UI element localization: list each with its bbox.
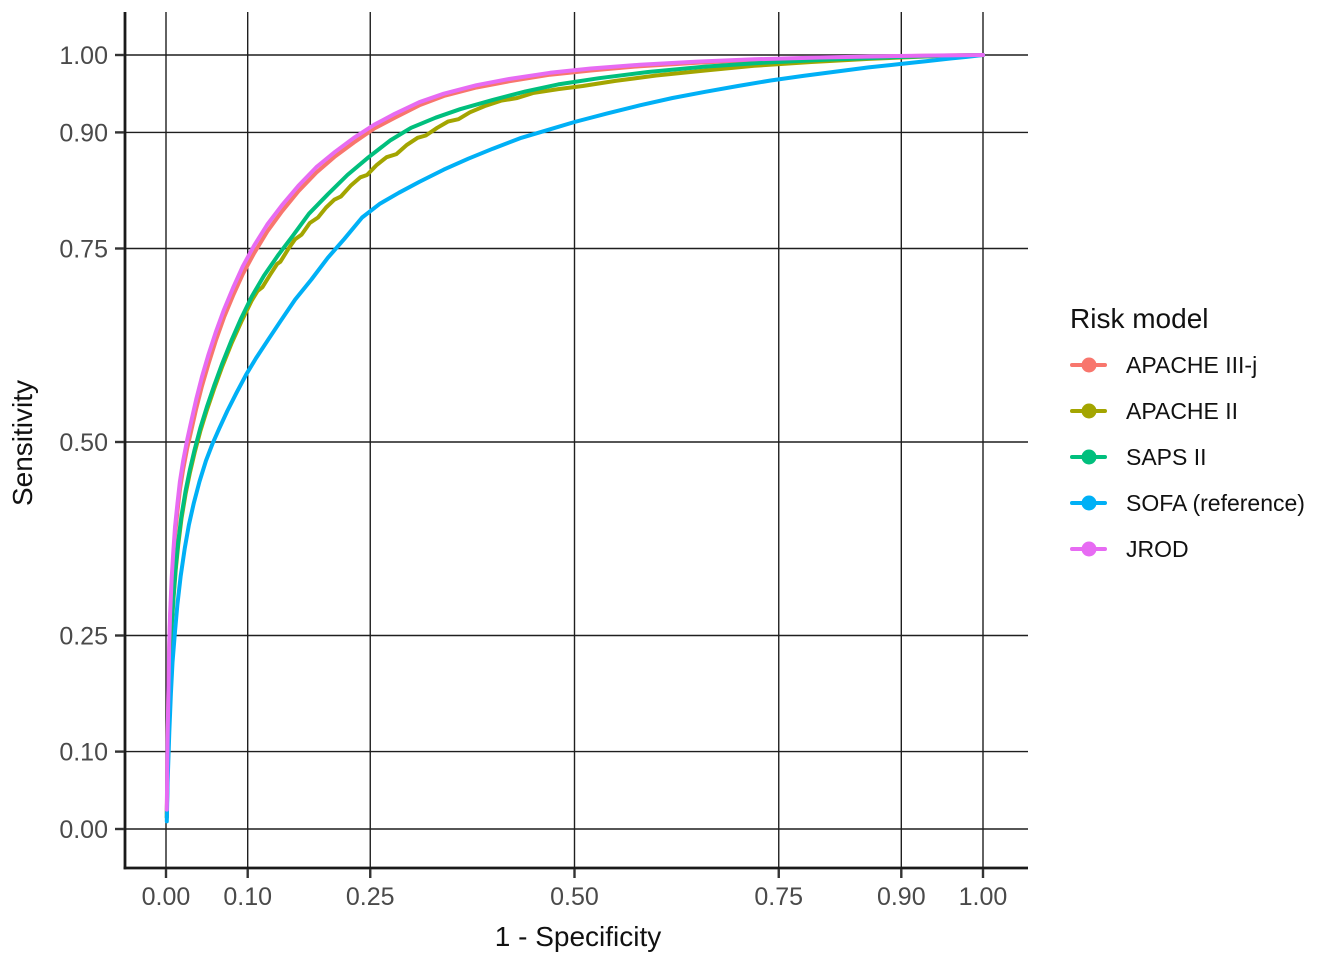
legend-key-line — [1070, 403, 1107, 419]
legend-key-dot — [1081, 495, 1096, 511]
legend: Risk model APACHE III-j APACHE II SAPS II S… — [1070, 303, 1340, 562]
legend-item-saps-ii: SAPS II — [1070, 443, 1340, 470]
y-axis-title: Sensitivity — [7, 380, 38, 506]
y-tick-label: 0.10 — [59, 739, 108, 767]
legend-key-dot — [1081, 541, 1096, 557]
legend-key-line — [1070, 357, 1107, 373]
x-axis-title: 1 - Specificity — [495, 921, 662, 952]
legend-item-label: JROD — [1126, 535, 1189, 562]
legend-key-line — [1070, 449, 1107, 465]
legend-item-apache-ii: APACHE II — [1070, 397, 1340, 424]
roc-curve-saps-ii — [164, 53, 985, 820]
grid-layer — [125, 12, 1028, 868]
legend-items: APACHE III-j APACHE II SAPS II SOFA (refere… — [1070, 351, 1340, 562]
legend-key-dot — [1081, 403, 1096, 419]
legend-key-line — [1070, 541, 1107, 557]
roc-curves — [164, 53, 985, 824]
y-tick-label: 0.50 — [59, 429, 108, 457]
y-tick-label: 0.90 — [59, 119, 108, 147]
legend-item-apache-iii-j: APACHE III-j — [1070, 351, 1340, 378]
legend-title: Risk model — [1070, 303, 1209, 334]
y-tick-label: 0.25 — [59, 623, 108, 651]
legend-item-label: SOFA (reference) — [1126, 489, 1305, 516]
y-tick-label: 0.75 — [59, 236, 108, 264]
y-tick-label: 1.00 — [59, 42, 108, 70]
x-tick-label: 1.00 — [959, 883, 1008, 911]
roc-curve-sofa-reference — [164, 53, 985, 824]
roc-curve-jrod — [164, 53, 985, 812]
legend-item-jrod: JROD — [1070, 535, 1340, 562]
legend-item-label: SAPS II — [1126, 443, 1207, 470]
x-tick-label: 0.10 — [223, 883, 272, 911]
x-tick-label: 0.25 — [346, 883, 395, 911]
tick-label-layer: 0.00 0.10 0.25 0.50 0.75 0.90 1.00 0.00 0.10 0.25… — [59, 42, 1007, 911]
legend-item-label: APACHE III-j — [1126, 351, 1258, 378]
x-tick-label: 0.90 — [877, 883, 926, 911]
legend-item-sofa-reference: SOFA (reference) — [1070, 489, 1340, 516]
x-tick-label: 0.00 — [142, 883, 191, 911]
axis-layer — [115, 12, 1028, 878]
x-tick-label: 0.50 — [550, 883, 599, 911]
legend-item-label: APACHE II — [1126, 397, 1239, 424]
legend-key-line — [1070, 495, 1107, 511]
x-tick-label: 0.75 — [754, 883, 803, 911]
legend-key-dot — [1081, 449, 1096, 465]
y-tick-label: 0.00 — [59, 816, 108, 844]
legend-key-dot — [1081, 357, 1096, 373]
